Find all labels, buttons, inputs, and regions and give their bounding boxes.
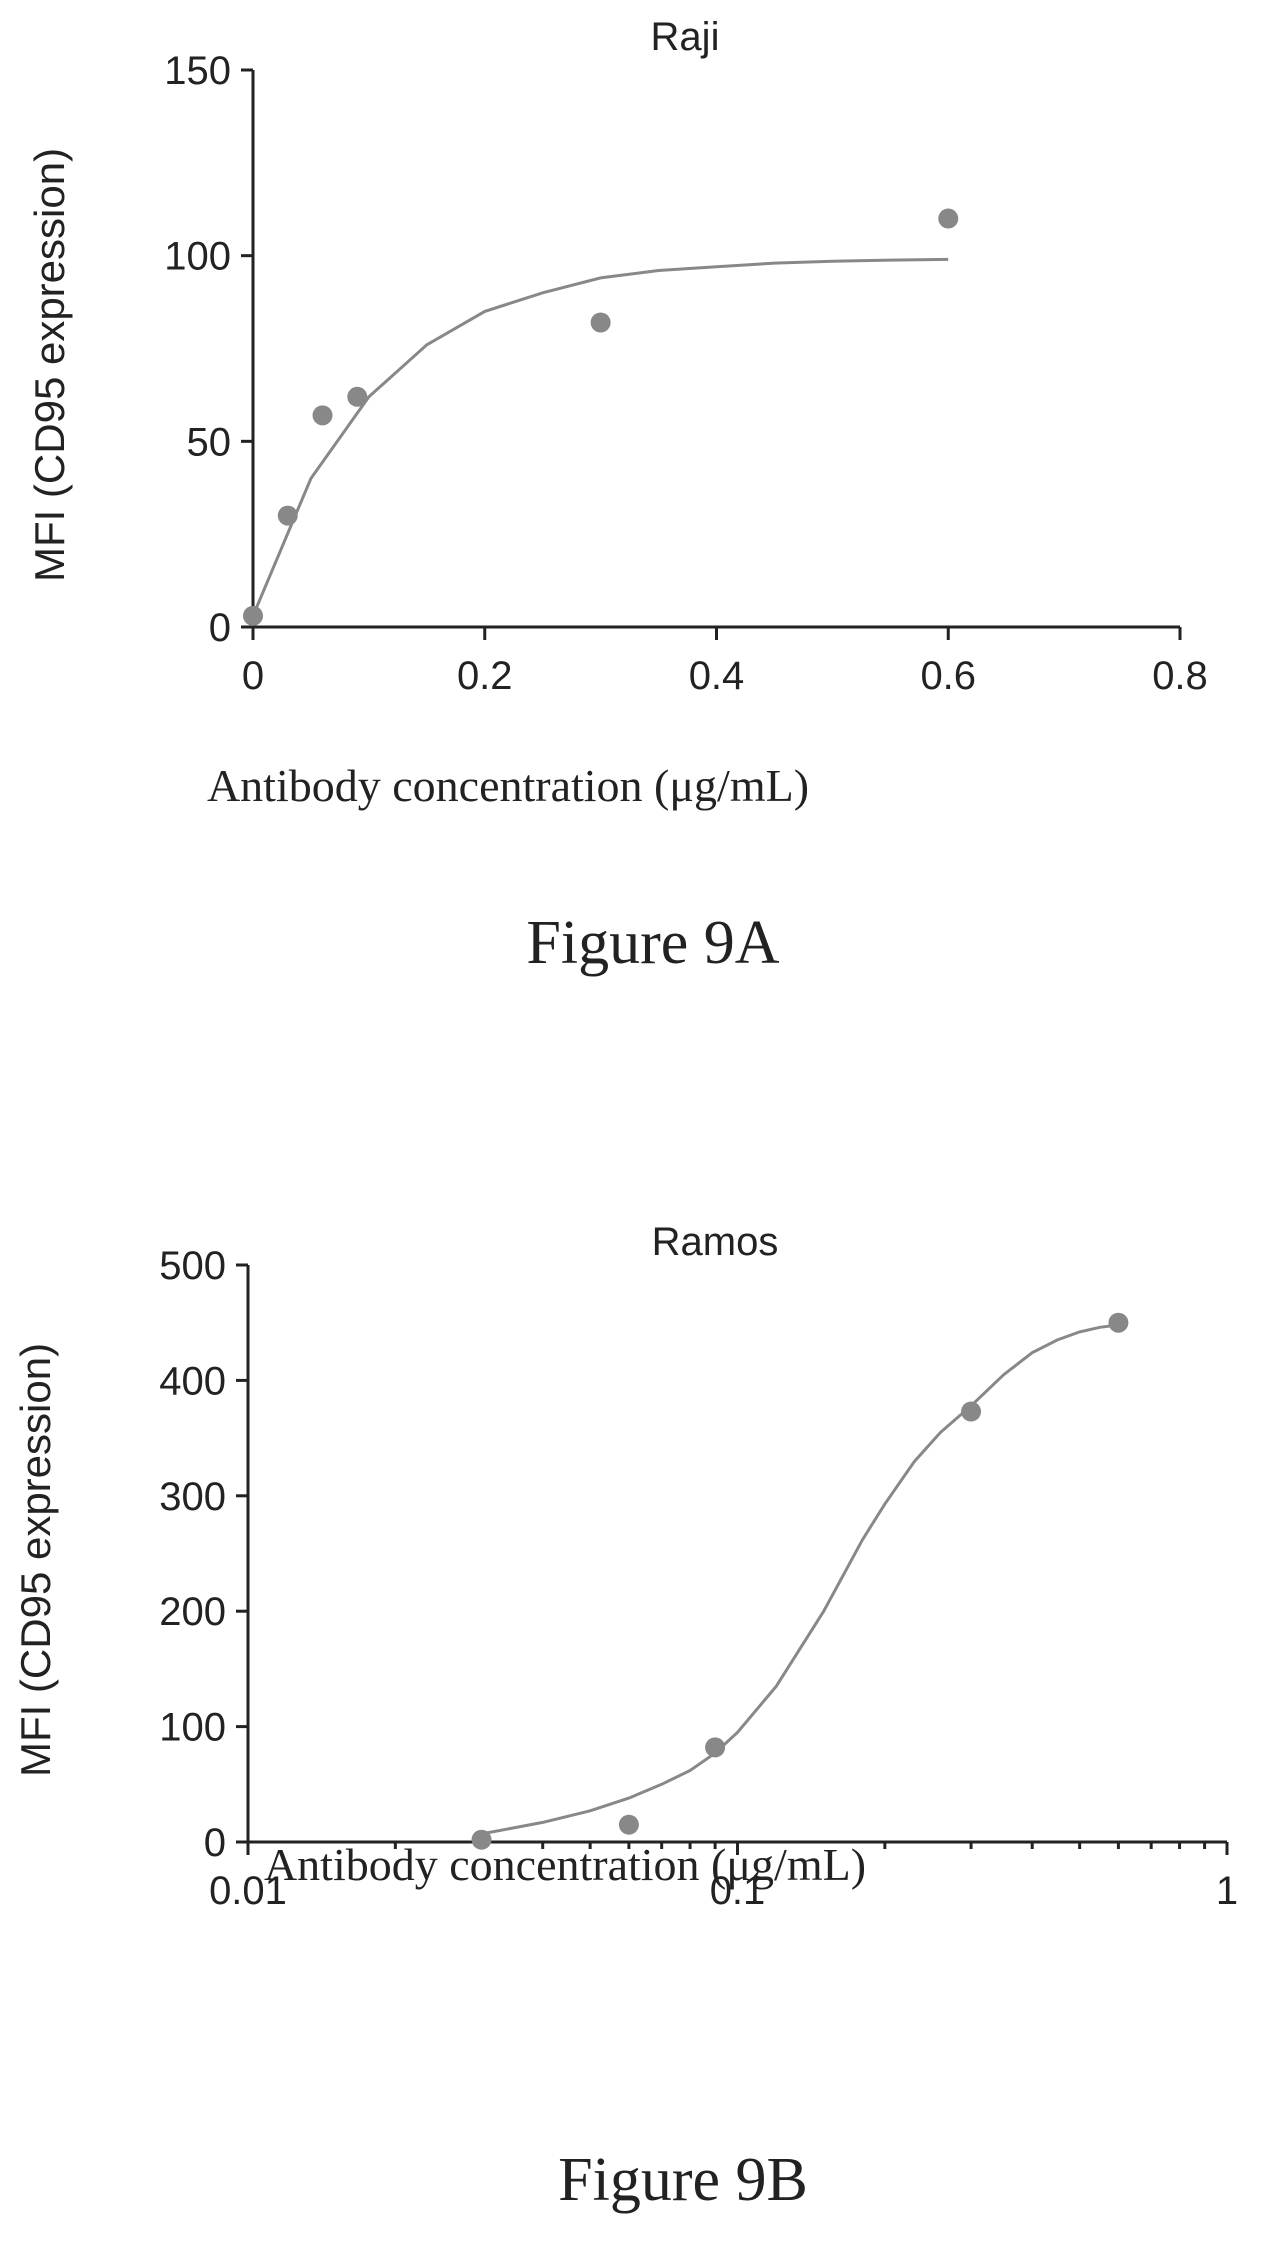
figure-caption: Figure 9B	[558, 2146, 808, 2214]
x-tick-label: 0.2	[457, 654, 513, 698]
fit-curve	[481, 1323, 1119, 1836]
y-tick-label: 100	[164, 235, 231, 279]
data-point	[618, 1814, 639, 1835]
y-tick-label: 0	[209, 606, 231, 650]
chart-ramos: Ramos MFI (CD95 expression) Antibody con…	[12, 1220, 1238, 2214]
y-tick-label: 50	[187, 420, 232, 464]
y-tick-label: 200	[159, 1590, 226, 1634]
data-point	[312, 405, 333, 426]
data-point	[590, 312, 611, 333]
data-point	[938, 208, 959, 229]
data-point	[705, 1737, 726, 1758]
x-tick-label: 1	[1216, 1869, 1238, 1913]
data-point	[347, 386, 368, 407]
y-tick-label: 500	[159, 1244, 226, 1288]
data-point	[277, 505, 298, 526]
y-tick-label: 0	[204, 1821, 226, 1865]
fit-curve	[251, 257, 949, 617]
data-point	[243, 605, 263, 626]
x-axis-label: Antibody concentration (μg/mL)	[264, 1839, 866, 1890]
y-axis-label: MFI (CD95 expression)	[12, 1343, 59, 1777]
x-tick-label: 0	[242, 654, 264, 698]
x-tick-label: 0.01	[209, 1869, 287, 1913]
chart-title: Raji	[651, 15, 720, 59]
figure-caption: Figure 9A	[526, 909, 779, 977]
y-tick-label: 150	[164, 49, 231, 93]
x-axis-label: Antibody concentration (μg/mL)	[207, 760, 809, 811]
x-tick-label: 0.8	[1152, 654, 1208, 698]
y-tick-label: 300	[159, 1475, 226, 1519]
x-tick-label: 0.6	[920, 654, 976, 698]
x-tick-label: 0.4	[689, 654, 745, 698]
chart-title: Ramos	[652, 1220, 779, 1264]
data-point	[961, 1401, 982, 1422]
data-point	[1108, 1312, 1129, 1333]
y-axis-label: MFI (CD95 expression)	[26, 148, 73, 582]
data-point	[471, 1829, 492, 1850]
y-tick-label: 400	[159, 1359, 226, 1403]
chart-raji: Raji MFI (CD95 expression) Antibody conc…	[26, 15, 1208, 977]
y-tick-label: 100	[159, 1706, 226, 1750]
x-tick-label: 0.1	[710, 1869, 766, 1913]
